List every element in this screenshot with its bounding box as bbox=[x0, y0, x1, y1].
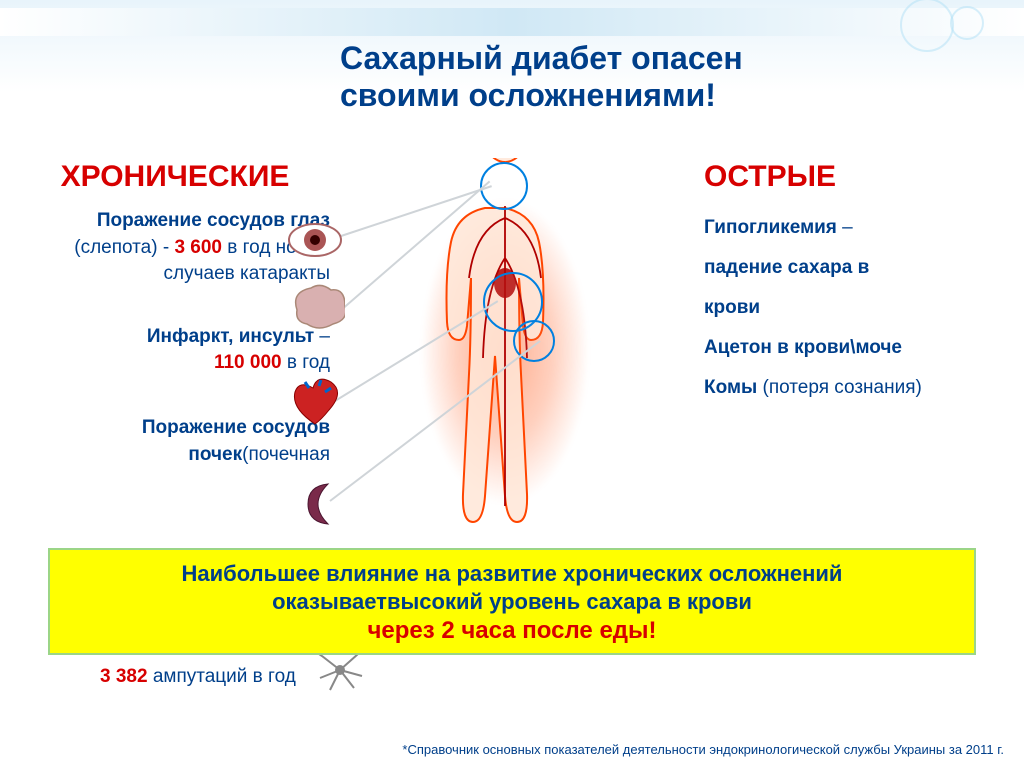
acute-rest: – bbox=[837, 217, 853, 238]
chronic-item-text2: в год bbox=[282, 352, 330, 373]
amputations-stat: 3 382 ампутаций в год bbox=[100, 666, 296, 688]
amputations-number: 3 382 bbox=[100, 666, 148, 687]
acute-line: Комы (потеря сознания) bbox=[704, 368, 984, 408]
acute-bold: Ацетон в крови\моче bbox=[704, 337, 902, 358]
body-silhouette bbox=[425, 158, 585, 558]
source-citation: *Справочник основных показателей деятель… bbox=[402, 742, 1004, 757]
acute-line: Гипогликемия – bbox=[704, 208, 984, 248]
chronic-item-text: (почечная bbox=[242, 444, 330, 465]
callout-text: оказываетвысокий уровень сахара в крови bbox=[272, 589, 752, 614]
title-line-2: своими осложнениями! bbox=[340, 77, 716, 113]
title-line-1: Сахарный диабет опасен bbox=[340, 40, 743, 76]
chronic-item-heart: Инфаркт, инсульт – 110 000 в год bbox=[20, 324, 330, 377]
acute-heading: ОСТРЫЕ bbox=[704, 160, 984, 194]
chronic-item-text: (слепота) - bbox=[74, 237, 174, 258]
header-decoration bbox=[0, 8, 1024, 36]
acute-line: падение сахара в bbox=[704, 248, 984, 288]
body-figure bbox=[385, 150, 625, 570]
chronic-item-kidney: Поражение сосудов почек(почечная bbox=[20, 415, 330, 468]
callout-line: Наибольшее влияние на развитие хроническ… bbox=[70, 560, 954, 615]
acute-bold: крови bbox=[704, 297, 760, 318]
kidney-icon bbox=[290, 478, 350, 528]
acute-bold: Комы bbox=[704, 377, 757, 398]
main-title: Сахарный диабет опасен своими осложнения… bbox=[340, 40, 743, 114]
chronic-column: ХРОНИЧЕСКИЕ Поражение сосудов глаз (слеп… bbox=[20, 160, 330, 488]
chronic-item-stat: 110 000 bbox=[214, 352, 282, 373]
heart-icon bbox=[285, 378, 345, 428]
acute-line: Ацетон в крови\моче bbox=[704, 328, 984, 368]
key-message-callout: Наибольшее влияние на развитие хроническ… bbox=[48, 548, 976, 655]
acute-column: ОСТРЫЕ Гипогликемия – падение сахара в к… bbox=[704, 160, 984, 407]
acute-bold: падение сахара в bbox=[704, 257, 869, 278]
chronic-item-eyes: Поражение сосудов глаз (слепота) - 3 600… bbox=[20, 208, 330, 288]
brain-icon bbox=[285, 280, 345, 330]
amputations-text: ампутаций в год bbox=[148, 666, 296, 687]
acute-bold: Гипогликемия bbox=[704, 217, 837, 238]
eye-icon bbox=[285, 215, 345, 265]
chronic-item-stat: 3 600 bbox=[174, 237, 222, 258]
chronic-heading: ХРОНИЧЕСКИЕ bbox=[20, 160, 330, 194]
acute-rest: (потеря сознания) bbox=[757, 377, 922, 398]
callout-text: Наибольшее влияние на развитие хроническ… bbox=[182, 561, 843, 586]
acute-line: крови bbox=[704, 288, 984, 328]
callout-emphasis: через 2 часа после еды! bbox=[70, 617, 954, 645]
